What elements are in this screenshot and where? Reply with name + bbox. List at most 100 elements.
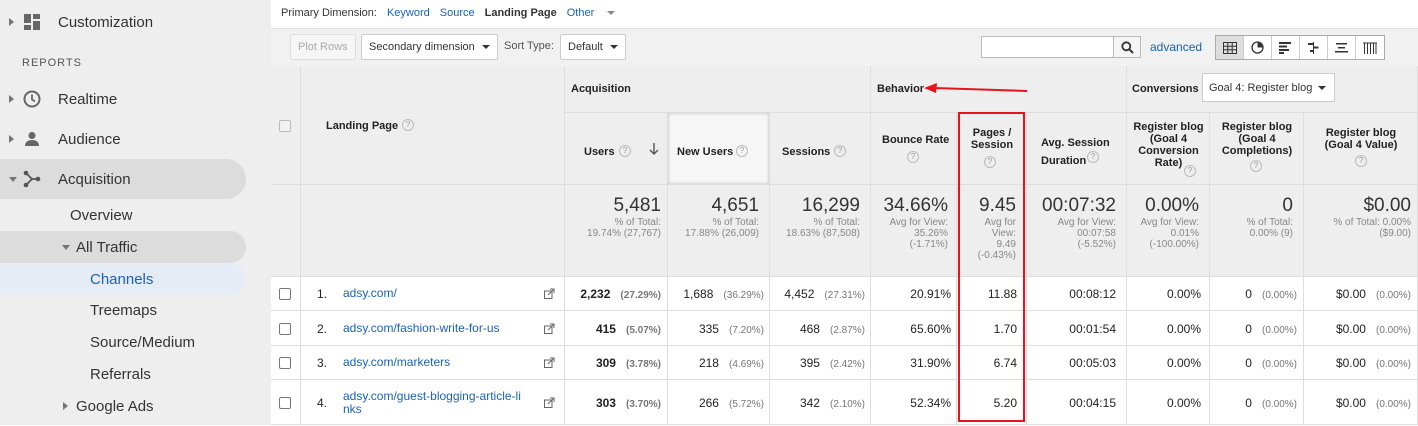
row-value: 1.70 — [994, 322, 1017, 336]
table-cell — [271, 346, 301, 380]
pages-session-highlight-box — [958, 112, 1025, 422]
secondary-dimension-label: Secondary dimension — [369, 41, 475, 53]
row-value: 218 (4.69%) — [699, 356, 764, 370]
new-users-column-header[interactable]: New Users ? — [668, 113, 770, 185]
row-checkbox[interactable] — [279, 322, 291, 335]
help-icon: ? — [1355, 155, 1367, 167]
sidebar-item-realtime[interactable]: Realtime — [0, 79, 271, 119]
sidebar-item-treemaps[interactable]: Treemaps — [0, 290, 271, 330]
help-icon: ? — [1250, 160, 1262, 172]
help-icon: ? — [736, 145, 748, 157]
table-cell — [957, 346, 1027, 380]
sidebar-item-audience[interactable]: Audience — [0, 119, 271, 159]
help-icon: ? — [619, 145, 631, 157]
select-all-checkbox[interactable] — [279, 120, 291, 132]
sidebar-item-source-medium[interactable]: Source/Medium — [0, 322, 271, 362]
cell-percent: (0.00%) — [1375, 398, 1411, 410]
search-button[interactable] — [1113, 36, 1141, 58]
sidebar: Customization REPORTS Realtime Audience … — [0, 0, 271, 425]
goal-value-column-header[interactable]: Register blog (Goal 4 Value) ? — [1304, 113, 1418, 185]
dimension-source-link[interactable]: Source — [439, 7, 475, 19]
cell-value: 0 — [1245, 321, 1252, 336]
row-value: 00:04:15 — [1069, 396, 1116, 410]
avg-session-duration-column-header[interactable]: Avg. Session Duration ? — [1027, 113, 1127, 185]
sidebar-item-label: Channels — [90, 270, 154, 288]
comparison-icon — [1308, 41, 1319, 54]
chevron-down-icon — [610, 45, 618, 49]
row-value: 0 (0.00%) — [1245, 322, 1297, 336]
performance-view-button[interactable] — [1272, 36, 1300, 59]
total-conv-rate-sub: (-100.00%) — [1149, 239, 1199, 250]
comparison-view-button[interactable] — [1300, 36, 1328, 59]
goal-select-dropdown[interactable]: Goal 4: Register blog — [1202, 73, 1335, 102]
sidebar-item-customization[interactable]: Customization — [0, 2, 271, 42]
landing-page-text: adsy.com/marketers — [343, 355, 451, 369]
landing-page-link[interactable]: adsy.com/marketers — [343, 356, 450, 369]
acquisition-branch-icon — [23, 170, 41, 188]
row-value: 0.00% — [1167, 287, 1201, 301]
row-value: 11.88 — [988, 287, 1017, 301]
help-icon: ? — [834, 145, 846, 157]
dimension-other-dropdown[interactable]: Other — [567, 7, 626, 19]
help-icon: ? — [1184, 165, 1196, 177]
pie-view-button[interactable] — [1244, 36, 1272, 59]
pages-per-session-column-header[interactable]: Pages / Session ? — [957, 113, 1027, 185]
landing-page-link[interactable]: adsy.com/guest-blogging-article-li nks — [343, 389, 521, 416]
row-checkbox[interactable] — [279, 357, 291, 369]
sidebar-item-google-ads[interactable]: Google Ads — [0, 386, 271, 426]
sidebar-item-label: Acquisition — [58, 170, 131, 188]
sidebar-item-channels[interactable]: Channels — [0, 259, 246, 299]
cell-percent: (27.29%) — [620, 290, 661, 301]
sidebar-item-overview[interactable]: Overview — [0, 195, 271, 235]
cell-value: 0.00% — [1166, 321, 1201, 336]
total-duration-value: 00:07:32 — [1042, 195, 1116, 216]
advanced-filter-link[interactable]: advanced — [1150, 40, 1203, 54]
totals-sessions: 16,299 % of Total: 18.63% (87,508) — [770, 185, 871, 277]
total-duration-sub: (-5.52%) — [1077, 239, 1116, 250]
sidebar-item-acquisition[interactable]: Acquisition — [0, 159, 246, 199]
plot-rows-button[interactable]: Plot Rows — [290, 34, 356, 60]
cell-value: 1.70 — [993, 321, 1017, 336]
open-external-icon[interactable] — [544, 357, 555, 368]
goal-value-header-label: Register blog (Goal 4 Value) — [1304, 127, 1418, 151]
sidebar-item-label: Realtime — [58, 90, 118, 108]
table-cell — [957, 311, 1027, 346]
clock-icon — [23, 90, 41, 108]
open-external-icon[interactable] — [544, 288, 555, 299]
conversion-rate-column-header[interactable]: Register blog (Goal 4 Conversion Rate) ? — [1127, 113, 1210, 185]
row-checkbox[interactable] — [279, 288, 291, 300]
table-cell — [271, 277, 301, 311]
dimension-keyword-link[interactable]: Keyword — [386, 7, 430, 19]
total-duration-sub: 00:07:58 — [1077, 228, 1116, 239]
pivot-view-button[interactable] — [1356, 36, 1384, 59]
term-cloud-view-button[interactable] — [1328, 36, 1356, 59]
secondary-dimension-dropdown[interactable]: Secondary dimension — [361, 34, 498, 60]
table-search-input[interactable] — [981, 36, 1114, 58]
open-external-icon[interactable] — [544, 397, 555, 408]
table-cell — [301, 311, 565, 346]
table-view-button[interactable] — [1216, 36, 1244, 59]
landing-page-link[interactable]: adsy.com/ — [343, 287, 397, 300]
open-external-icon[interactable] — [544, 323, 555, 334]
table-cell — [1210, 277, 1304, 311]
table-cell — [668, 277, 770, 311]
sidebar-item-referrals[interactable]: Referrals — [0, 354, 271, 394]
landing-page-link[interactable]: adsy.com/fashion-write-for-us — [343, 321, 500, 335]
row-value: 415 (5.07%) — [596, 322, 661, 336]
help-icon: ? — [1087, 151, 1099, 163]
bounce-rate-column-header[interactable]: Bounce Rate ? — [871, 113, 957, 185]
users-column-header[interactable]: Users ? — [565, 113, 668, 185]
conv-rate-line3: Conversion — [1138, 145, 1199, 157]
completions-column-header[interactable]: Register blog (Goal 4 Completions) ? — [1210, 113, 1304, 185]
cell-percent: (2.42%) — [829, 359, 865, 370]
completions-line2: (Goal 4 — [1238, 133, 1276, 145]
sidebar-item-all-traffic[interactable]: All Traffic — [0, 227, 246, 267]
primary-dimension-bar: Primary Dimension: Keyword Source Landin… — [281, 6, 635, 20]
sort-type-dropdown[interactable]: Default — [560, 34, 626, 60]
row-number: 3. — [317, 356, 328, 370]
cell-value: 266 — [698, 395, 719, 410]
landing-page-header[interactable]: Landing Page ? — [301, 66, 565, 185]
sessions-column-header[interactable]: Sessions ? — [770, 113, 871, 185]
collapse-caret-icon — [9, 176, 17, 182]
row-checkbox[interactable] — [279, 396, 291, 409]
